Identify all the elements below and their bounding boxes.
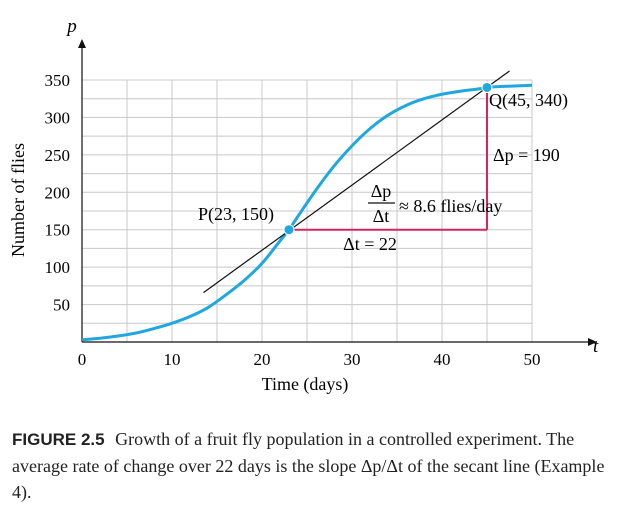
delta-t-label: Δt = 22: [343, 234, 397, 254]
figure-caption: FIGURE 2.5 Growth of a fruit fly populat…: [12, 426, 612, 505]
rate-numerator: Δp: [371, 181, 392, 201]
tick-labels: 0 10 20 30 40 50 50 100 150 200 250 300 350: [45, 71, 541, 369]
y-tick-label: 200: [45, 183, 71, 202]
caption-text: Growth of a fruit fly population in a co…: [12, 429, 605, 502]
x-axis-arrow: [588, 338, 597, 346]
x-axis-symbol: t: [593, 336, 599, 357]
x-axis-label: Time (days): [262, 374, 349, 395]
y-tick-label: 50: [53, 296, 70, 315]
caption-label: FIGURE 2.5: [12, 430, 105, 449]
annotations: P(23, 150) Q(45, 340) Δp = 190 Δt = 22 Δ…: [198, 90, 568, 254]
axes: [78, 39, 597, 346]
x-tick-label: 20: [254, 350, 271, 369]
y-tick-label: 300: [45, 108, 71, 127]
x-tick-label: 10: [164, 350, 181, 369]
x-tick-label: 30: [344, 350, 361, 369]
chart-marks: [81, 70, 533, 342]
point-q: [481, 81, 493, 93]
y-tick-label: 250: [45, 146, 71, 165]
rate-denominator: Δt: [373, 206, 390, 226]
growth-curve: [81, 83, 533, 342]
point-q-label: Q(45, 340): [489, 90, 568, 111]
point-p-label: P(23, 150): [198, 204, 274, 225]
y-tick-label: 100: [45, 258, 71, 277]
x-tick-label: 50: [524, 350, 541, 369]
chart-labels: p t Time (days) Number of flies: [8, 16, 599, 395]
grid: [82, 79, 533, 342]
y-axis-arrow: [78, 39, 86, 48]
point-p: [283, 224, 295, 236]
y-axis-symbol: p: [65, 16, 77, 37]
secant-line: [203, 70, 510, 294]
y-axis-label: Number of flies: [8, 143, 28, 257]
fruit-fly-chart: 0 10 20 30 40 50 50 100 150 200 250 300 350 p t Time…: [8, 16, 599, 395]
y-tick-label: 150: [45, 221, 71, 240]
x-tick-label: 40: [434, 350, 451, 369]
y-tick-label: 350: [45, 71, 71, 90]
x-tick-label: 0: [78, 350, 87, 369]
rate-text: ≈ 8.6 flies/day: [399, 196, 502, 216]
delta-p-label: Δp = 190: [493, 145, 560, 165]
